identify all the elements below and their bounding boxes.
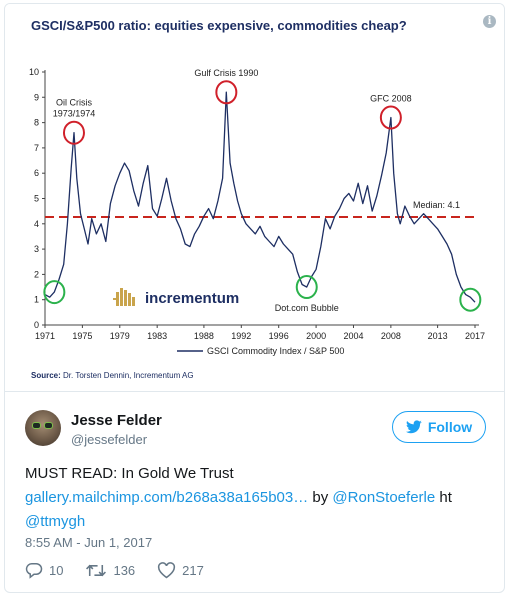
annotation-circle: [459, 287, 482, 312]
x-tick-label: 1988: [194, 331, 214, 341]
display-name[interactable]: Jesse Felder: [71, 412, 162, 429]
annotation-circle: [215, 80, 238, 105]
x-tick-label: 2013: [428, 331, 448, 341]
avatar[interactable]: [25, 410, 61, 446]
tweet-text-line-3: @ttmygh: [25, 510, 495, 534]
tweet-text-line-2: gallery.mailchimp.com/b268a38a165b03… by…: [25, 486, 495, 510]
mention-ronstoeferle[interactable]: @RonStoeferle: [332, 489, 436, 506]
reply-count: 10: [49, 563, 64, 578]
like-count: 217: [182, 563, 204, 578]
x-tick-label: 2017: [465, 331, 485, 341]
reply-button[interactable]: 10: [25, 562, 63, 579]
tweet-ht-text: ht: [439, 489, 452, 506]
x-tick-label: 1971: [35, 331, 55, 341]
tweet-text-line-1: MUST READ: In Gold We Trust: [25, 465, 234, 482]
twitter-bird-icon: [405, 420, 422, 434]
retweet-count: 136: [113, 563, 136, 578]
y-tick-label: 9: [34, 92, 39, 102]
legend-label: GSCI Commodity Index / S&P 500: [207, 346, 344, 356]
retweet-icon: [86, 564, 107, 577]
x-tick-label: 1983: [147, 331, 167, 341]
annotation-label: Dot.com Bubble: [275, 303, 339, 313]
like-button[interactable]: 217: [157, 562, 204, 579]
chart-source: Source: Dr. Torsten Dennin, Incrementum …: [31, 371, 194, 380]
x-tick-label: 1992: [231, 331, 251, 341]
tweet-card: GSCI/S&P500 ratio: equities expensive, c…: [4, 3, 505, 593]
x-tick-label: 1979: [110, 331, 130, 341]
info-icon[interactable]: i: [483, 15, 496, 28]
annotation-circle: [43, 280, 66, 305]
tweet-media-chart[interactable]: GSCI/S&P500 ratio: equities expensive, c…: [5, 4, 504, 392]
chart-source-prefix: Source:: [31, 371, 61, 380]
annotation-label: 1973/1974: [53, 109, 96, 119]
follow-button[interactable]: Follow: [392, 411, 486, 443]
y-tick-label: 5: [34, 194, 39, 204]
watermark-text: incrementum: [145, 290, 239, 307]
y-tick-label: 7: [34, 143, 39, 153]
ratio-chart: 0 1 2 3 4 5 6 7 8 9 10 1971 1975 1979 1983 1988 1992 1996…: [29, 67, 485, 356]
tweet-by-text: by: [312, 489, 329, 506]
chart-source-text: Dr. Torsten Dennin, Incrementum AG: [63, 371, 194, 380]
x-tick-label: 2004: [343, 331, 363, 341]
y-tick-label: 3: [34, 244, 39, 254]
y-tick-label: 0: [34, 320, 39, 330]
x-tick-label: 2008: [381, 331, 401, 341]
annotation-label: Gulf Crisis 1990: [194, 68, 258, 78]
retweet-button[interactable]: 136: [85, 562, 135, 579]
incrementum-logo-icon: [113, 288, 135, 306]
follow-button-label: Follow: [427, 419, 473, 435]
y-tick-label: 2: [34, 269, 39, 279]
reply-icon: [25, 563, 43, 579]
x-tick-label: 1975: [72, 331, 92, 341]
heart-icon: [158, 562, 176, 579]
mention-ttmygh[interactable]: @ttmygh: [25, 513, 86, 530]
tweet-timestamp[interactable]: 8:55 AM - Jun 1, 2017: [25, 535, 153, 550]
x-tick-label: 1996: [269, 331, 289, 341]
annotation-circle: [295, 275, 318, 300]
y-tick-label: 4: [34, 219, 39, 229]
y-tick-label: 6: [34, 168, 39, 178]
annotation-circle: [62, 120, 85, 145]
tweet-text: MUST READ: In Gold We Trust gallery.mail…: [25, 462, 495, 534]
y-tick-label: 8: [34, 118, 39, 128]
y-tick-label: 10: [29, 67, 39, 77]
annotation-label: Oil Crisis: [56, 98, 92, 108]
series-line: [44, 91, 476, 303]
tweet-actions: 10 136 217: [25, 562, 204, 579]
annotation-label: GFC 2008: [370, 94, 412, 104]
user-handle[interactable]: @jessefelder: [71, 432, 148, 447]
tweet-link[interactable]: gallery.mailchimp.com/b268a38a165b03…: [25, 489, 309, 506]
chart-title: GSCI/S&P500 ratio: equities expensive, c…: [31, 18, 407, 33]
x-tick-label: 2000: [306, 331, 326, 341]
avatar-glasses-icon: [32, 422, 54, 429]
y-tick-label: 1: [34, 295, 39, 305]
annotation-circle: [379, 105, 402, 130]
median-label: Median: 4.1: [413, 200, 460, 210]
